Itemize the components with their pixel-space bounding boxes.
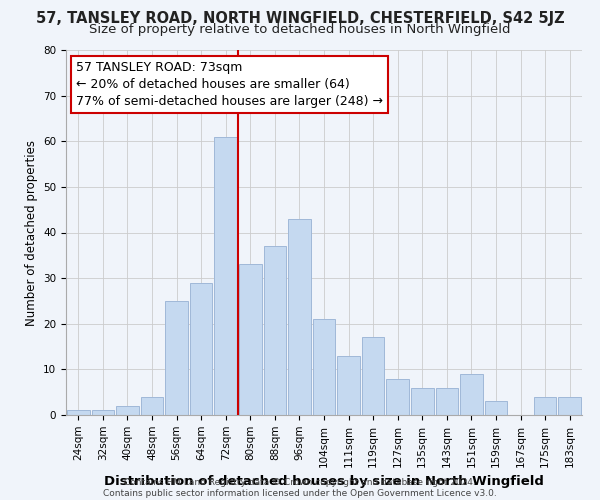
Bar bbox=[534, 397, 556, 415]
Bar bbox=[411, 388, 434, 415]
Bar bbox=[460, 374, 483, 415]
Text: 57 TANSLEY ROAD: 73sqm
← 20% of detached houses are smaller (64)
77% of semi-det: 57 TANSLEY ROAD: 73sqm ← 20% of detached… bbox=[76, 61, 383, 108]
Y-axis label: Number of detached properties: Number of detached properties bbox=[25, 140, 38, 326]
Bar bbox=[362, 338, 385, 415]
Bar bbox=[165, 301, 188, 415]
Bar bbox=[239, 264, 262, 415]
Bar bbox=[386, 378, 409, 415]
Bar bbox=[313, 319, 335, 415]
Bar bbox=[559, 397, 581, 415]
Text: Contains HM Land Registry data © Crown copyright and database right 2024.
Contai: Contains HM Land Registry data © Crown c… bbox=[103, 478, 497, 498]
Bar bbox=[190, 282, 212, 415]
Bar bbox=[337, 356, 360, 415]
Bar bbox=[288, 219, 311, 415]
Bar bbox=[67, 410, 89, 415]
Bar bbox=[485, 402, 508, 415]
Bar bbox=[436, 388, 458, 415]
Text: 57, TANSLEY ROAD, NORTH WINGFIELD, CHESTERFIELD, S42 5JZ: 57, TANSLEY ROAD, NORTH WINGFIELD, CHEST… bbox=[35, 11, 565, 26]
Bar bbox=[263, 246, 286, 415]
Text: Size of property relative to detached houses in North Wingfield: Size of property relative to detached ho… bbox=[89, 22, 511, 36]
Bar bbox=[140, 397, 163, 415]
X-axis label: Distribution of detached houses by size in North Wingfield: Distribution of detached houses by size … bbox=[104, 475, 544, 488]
Bar bbox=[214, 136, 237, 415]
Bar bbox=[92, 410, 114, 415]
Bar bbox=[116, 406, 139, 415]
